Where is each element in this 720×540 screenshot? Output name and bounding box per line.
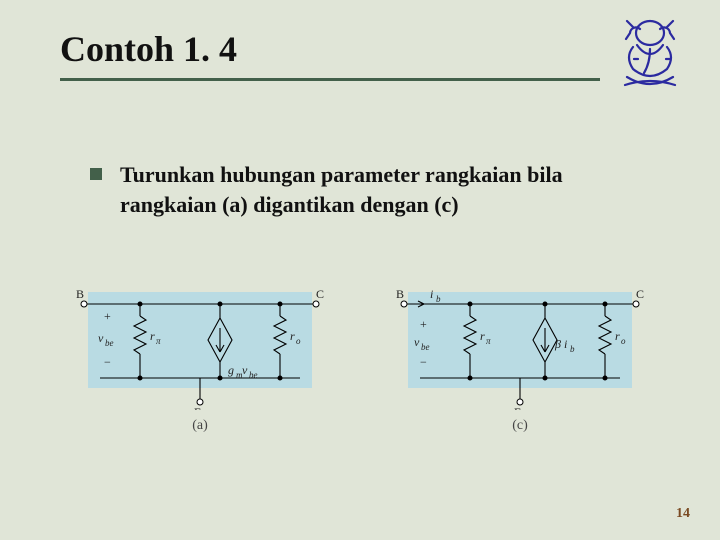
svg-text:E: E — [194, 405, 201, 410]
svg-text:be: be — [421, 342, 430, 352]
svg-text:+: + — [104, 309, 111, 323]
page-number: 14 — [676, 506, 690, 522]
page-title: Contoh 1. 4 — [60, 28, 237, 70]
svg-text:v: v — [414, 335, 420, 349]
svg-text:C: C — [316, 287, 324, 301]
title-underline — [60, 78, 600, 81]
svg-text:i: i — [430, 287, 433, 301]
ganesha-logo-icon — [615, 15, 685, 95]
svg-text:be: be — [105, 338, 114, 348]
svg-text:π: π — [156, 336, 161, 346]
svg-text:o: o — [621, 336, 626, 346]
svg-text:v: v — [98, 331, 104, 345]
svg-text:π: π — [486, 336, 491, 346]
svg-text:g: g — [228, 363, 234, 377]
svg-text:β: β — [554, 337, 561, 351]
svg-text:B: B — [76, 287, 84, 301]
svg-text:i: i — [564, 337, 567, 351]
svg-text:r: r — [150, 329, 155, 343]
svg-text:be: be — [249, 370, 258, 380]
bullet-item: Turunkan hubungan parameter rangkaian bi… — [90, 160, 660, 219]
circuit-c: B C E — [390, 280, 650, 434]
circuit-c-caption: (c) — [512, 418, 528, 434]
svg-text:r: r — [615, 329, 620, 343]
svg-text:b: b — [436, 294, 441, 304]
svg-text:−: − — [420, 355, 427, 369]
svg-text:o: o — [296, 336, 301, 346]
svg-text:−: − — [104, 355, 111, 369]
svg-text:E: E — [514, 405, 521, 410]
circuit-a-diagram: B C E — [70, 280, 330, 410]
slide: Contoh 1. 4 Turunkan hubungan parameter … — [0, 0, 720, 540]
circuit-row: B C E — [0, 280, 720, 434]
svg-text:r: r — [480, 329, 485, 343]
svg-text:b: b — [570, 344, 575, 354]
bullet-text: Turunkan hubungan parameter rangkaian bi… — [120, 160, 660, 219]
circuit-c-diagram: B C E — [390, 280, 650, 410]
bullet-square-icon — [90, 168, 102, 180]
svg-text:v: v — [242, 363, 248, 377]
svg-text:B: B — [396, 287, 404, 301]
circuit-a: B C E — [70, 280, 330, 434]
circuit-a-caption: (a) — [192, 418, 208, 434]
svg-text:r: r — [290, 329, 295, 343]
svg-text:C: C — [636, 287, 644, 301]
svg-text:+: + — [420, 317, 427, 331]
